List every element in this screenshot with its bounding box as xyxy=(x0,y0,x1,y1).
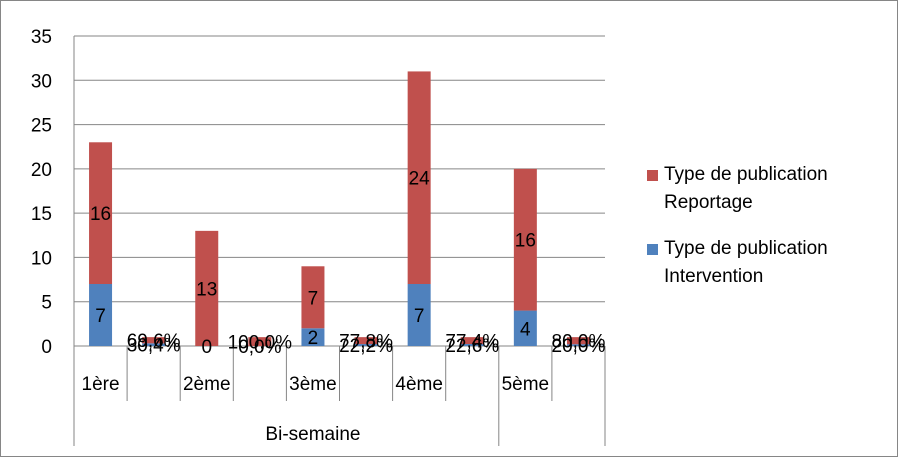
data-label: 77,4% xyxy=(445,332,499,353)
legend-label-intervention-line2: Intervention xyxy=(664,266,764,287)
legend-label-reportage-line1: Type de publication xyxy=(664,164,828,185)
data-label: 30,4% xyxy=(127,336,181,357)
data-label: 22,2% xyxy=(339,336,393,357)
y-tick-label: 30 xyxy=(31,71,52,92)
data-label: 7 xyxy=(414,306,425,327)
legend-label-intervention-line1: Type de publication xyxy=(664,238,828,259)
legend-item-reportage: Type de publication Reportage xyxy=(647,161,887,217)
legend-swatch-reportage xyxy=(647,170,658,181)
legend-item-intervention: Type de publication Intervention xyxy=(647,235,887,291)
legend: Type de publication Reportage Type de pu… xyxy=(647,161,887,291)
x-tick-label: 1ère xyxy=(82,374,120,395)
bar-intervention xyxy=(142,343,166,346)
data-label: 69,6% xyxy=(127,331,181,352)
bar-intervention xyxy=(89,284,113,346)
x-tick-label: 3ème xyxy=(289,374,337,395)
y-tick-label: 5 xyxy=(41,293,52,314)
bar-intervention xyxy=(407,284,431,346)
legend-label-reportage-line2: Reportage xyxy=(664,192,753,213)
data-label: 16 xyxy=(515,231,536,252)
data-label: 7 xyxy=(95,306,106,327)
bar-reportage xyxy=(407,71,431,284)
data-label: 80,0% xyxy=(552,332,606,353)
y-tick-label: 35 xyxy=(31,27,52,48)
bar-intervention xyxy=(513,310,537,346)
data-label: 77,8% xyxy=(339,332,393,353)
bar-reportage xyxy=(248,337,272,346)
bar-reportage xyxy=(354,337,378,345)
bar-reportage xyxy=(142,337,166,344)
x-tick-label: 2ème xyxy=(183,374,231,395)
data-label: 20,0% xyxy=(552,336,606,357)
bar-reportage xyxy=(301,266,325,329)
bar-reportage xyxy=(195,230,219,346)
bar-intervention xyxy=(301,328,325,346)
data-label: 16 xyxy=(90,204,111,225)
bar-intervention xyxy=(354,344,378,346)
bar-reportage xyxy=(89,142,113,284)
data-label: 7 xyxy=(308,288,319,309)
data-label: 0 xyxy=(201,337,212,358)
data-label: 22,6% xyxy=(445,336,499,357)
bar-intervention xyxy=(460,343,484,346)
y-tick-label: 0 xyxy=(41,337,52,358)
y-tick-label: 25 xyxy=(31,116,52,137)
data-label: 0,0% xyxy=(238,337,281,358)
y-tick-label: 10 xyxy=(31,248,52,269)
y-tick-label: 15 xyxy=(31,204,52,225)
x-group-label: Bi-semaine xyxy=(265,424,360,445)
bar-reportage xyxy=(566,337,590,345)
data-label: 4 xyxy=(520,319,531,340)
data-label: 13 xyxy=(196,279,217,300)
x-tick-label: 4ème xyxy=(395,374,443,395)
bar-intervention xyxy=(566,344,590,346)
bar-reportage xyxy=(513,168,537,311)
y-tick-label: 20 xyxy=(31,160,52,181)
legend-swatch-intervention xyxy=(647,244,658,255)
data-label: 24 xyxy=(409,169,431,190)
x-tick-label: 5ème xyxy=(502,374,550,395)
bar-reportage xyxy=(460,337,484,344)
data-label: 100,0% xyxy=(228,333,293,354)
data-label: 2 xyxy=(308,328,319,349)
